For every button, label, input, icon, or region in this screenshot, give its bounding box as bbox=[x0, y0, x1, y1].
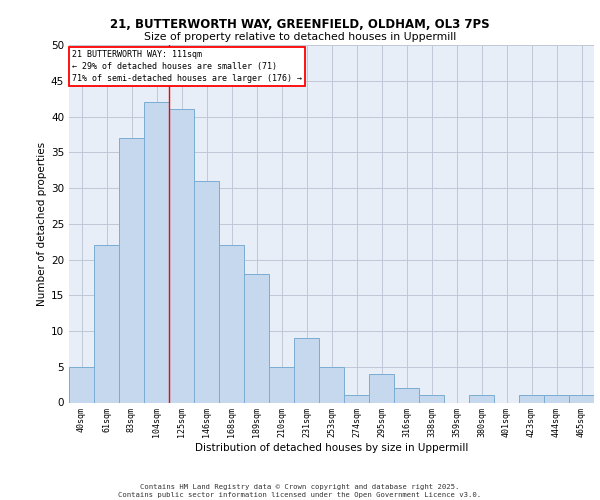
Bar bbox=[69, 367, 94, 402]
Bar bbox=[94, 245, 119, 402]
X-axis label: Distribution of detached houses by size in Uppermill: Distribution of detached houses by size … bbox=[195, 443, 468, 453]
Text: Contains HM Land Registry data © Crown copyright and database right 2025.
Contai: Contains HM Land Registry data © Crown c… bbox=[118, 484, 482, 498]
Bar bbox=[469, 396, 494, 402]
Bar bbox=[369, 374, 394, 402]
Bar bbox=[144, 102, 169, 403]
Bar bbox=[244, 274, 269, 402]
Bar bbox=[294, 338, 319, 402]
Bar bbox=[519, 396, 544, 402]
Bar bbox=[419, 396, 444, 402]
Bar bbox=[319, 367, 344, 402]
Text: Size of property relative to detached houses in Uppermill: Size of property relative to detached ho… bbox=[144, 32, 456, 42]
Y-axis label: Number of detached properties: Number of detached properties bbox=[37, 142, 47, 306]
Bar bbox=[194, 181, 219, 402]
Bar bbox=[269, 367, 294, 402]
Bar bbox=[119, 138, 144, 402]
Bar bbox=[394, 388, 419, 402]
Bar bbox=[544, 396, 569, 402]
Text: 21, BUTTERWORTH WAY, GREENFIELD, OLDHAM, OL3 7PS: 21, BUTTERWORTH WAY, GREENFIELD, OLDHAM,… bbox=[110, 18, 490, 30]
Bar bbox=[169, 110, 194, 403]
Bar bbox=[344, 396, 369, 402]
Text: 21 BUTTERWORTH WAY: 111sqm
← 29% of detached houses are smaller (71)
71% of semi: 21 BUTTERWORTH WAY: 111sqm ← 29% of deta… bbox=[71, 50, 302, 83]
Bar bbox=[219, 245, 244, 402]
Bar bbox=[569, 396, 594, 402]
